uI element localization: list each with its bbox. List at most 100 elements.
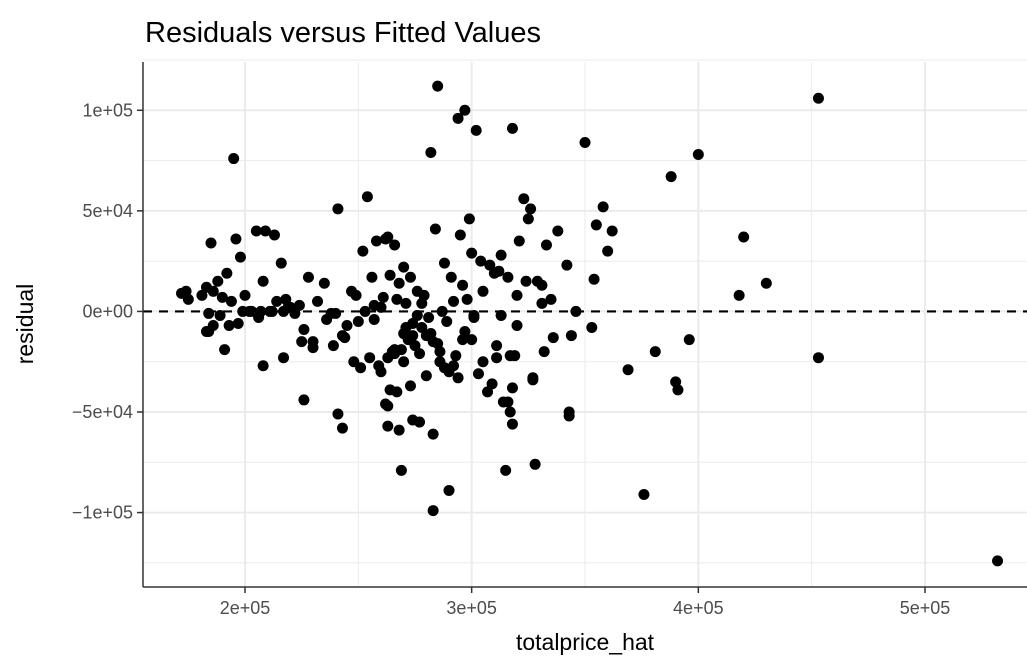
y-tick-label: −1e+05 <box>72 503 133 523</box>
data-point <box>586 322 598 334</box>
data-point <box>225 295 237 307</box>
data-point <box>457 279 469 291</box>
data-point <box>327 340 339 352</box>
data-point <box>364 352 376 364</box>
data-point <box>432 80 444 92</box>
data-point <box>518 193 530 205</box>
data-point <box>359 305 371 317</box>
data-point <box>488 267 500 279</box>
data-point <box>570 305 582 317</box>
data-point <box>511 320 523 332</box>
data-point <box>391 293 403 305</box>
data-point <box>495 309 507 321</box>
data-point <box>495 249 507 261</box>
data-point <box>302 271 314 283</box>
data-point <box>547 332 559 344</box>
data-point <box>402 334 414 346</box>
data-point <box>760 277 772 289</box>
data-point <box>561 259 573 271</box>
data-point <box>216 291 228 303</box>
data-point <box>538 346 550 358</box>
data-point <box>207 285 219 297</box>
data-point <box>506 122 518 134</box>
data-point <box>427 505 439 517</box>
data-point <box>423 311 435 323</box>
data-point <box>602 245 614 257</box>
data-point <box>382 400 394 412</box>
data-point <box>438 257 450 269</box>
data-point <box>219 344 231 356</box>
data-point <box>457 334 469 346</box>
data-point <box>638 488 650 500</box>
data-point <box>491 352 503 364</box>
data-point <box>606 225 618 237</box>
data-point <box>509 350 521 362</box>
data-point <box>470 124 482 136</box>
data-point <box>400 322 412 334</box>
y-tick-label: 5e+04 <box>82 201 133 221</box>
data-point <box>393 424 405 436</box>
data-point <box>448 295 460 307</box>
data-point <box>278 352 290 364</box>
data-point <box>432 338 444 350</box>
data-point <box>234 251 246 263</box>
data-point <box>545 293 557 305</box>
data-point <box>203 307 215 319</box>
points-layer <box>176 80 1004 567</box>
data-point <box>207 320 219 332</box>
data-point <box>486 378 498 390</box>
data-point <box>491 340 503 352</box>
data-point <box>441 315 453 327</box>
y-axis-title: residual <box>12 284 38 365</box>
data-point <box>500 464 512 476</box>
data-point <box>540 239 552 251</box>
data-point <box>414 416 426 428</box>
data-point <box>738 231 750 243</box>
x-tick-label: 4e+05 <box>673 598 724 618</box>
data-point <box>472 368 484 380</box>
data-point <box>275 257 287 269</box>
data-point <box>404 380 416 392</box>
data-point <box>221 267 233 279</box>
data-point <box>536 297 548 309</box>
data-point <box>450 350 462 362</box>
data-point <box>382 420 394 432</box>
data-point <box>506 382 518 394</box>
data-point <box>214 309 226 321</box>
data-point <box>366 271 378 283</box>
data-point <box>237 305 249 317</box>
data-point <box>350 289 362 301</box>
data-point <box>445 271 457 283</box>
data-point <box>357 245 369 257</box>
data-point <box>812 92 824 104</box>
data-point <box>992 555 1004 567</box>
data-point <box>398 261 410 273</box>
y-tick-label: 1e+05 <box>82 100 133 120</box>
data-point <box>332 408 344 420</box>
data-point <box>443 484 455 496</box>
data-point <box>511 289 523 301</box>
data-point <box>418 289 430 301</box>
data-point <box>461 293 473 305</box>
data-point <box>298 324 310 336</box>
data-point <box>205 237 217 249</box>
data-point <box>425 328 437 340</box>
data-point <box>466 334 478 346</box>
data-point <box>368 299 380 311</box>
data-point <box>425 147 437 159</box>
data-point <box>477 285 489 297</box>
y-tick-label: 0e+00 <box>82 301 133 321</box>
data-point <box>384 384 396 396</box>
data-point <box>529 458 541 470</box>
data-point <box>448 360 460 372</box>
data-point <box>597 201 609 213</box>
data-point <box>375 366 387 378</box>
data-point <box>250 225 262 237</box>
data-point <box>257 360 269 372</box>
data-point <box>368 313 380 325</box>
data-point <box>228 153 240 165</box>
data-point <box>482 386 494 398</box>
y-tick-label: −5e+04 <box>72 402 133 422</box>
data-point <box>341 320 353 332</box>
